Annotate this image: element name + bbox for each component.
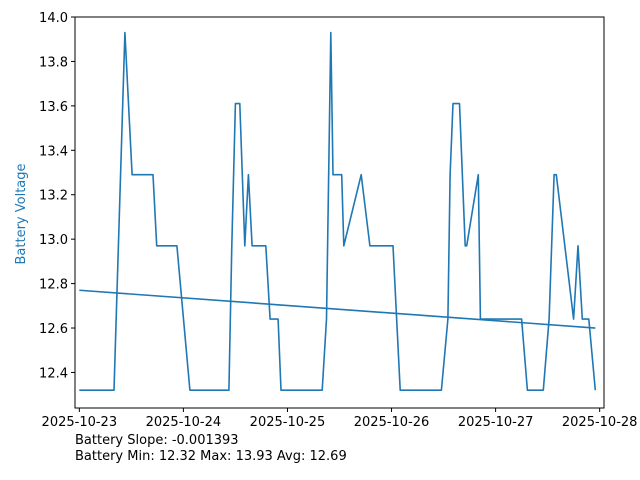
x-tick-label: 2025-10-25: [250, 415, 326, 430]
x-tick-label: 2025-10-24: [146, 415, 222, 430]
x-tick-label: 2025-10-28: [562, 415, 638, 430]
battery-voltage-line: [79, 31, 597, 392]
x-axis-ticks: 2025-10-23 2025-10-24 2025-10-25 2025-10-26…: [42, 408, 638, 430]
x-tick-label: 2025-10-26: [354, 415, 430, 430]
axes-frame: [74, 16, 605, 409]
y-tick-label: 12.4: [39, 366, 68, 381]
y-tick-label: 13.8: [39, 55, 68, 70]
battery-slope-text: Battery Slope: -0.001393: [75, 433, 239, 448]
y-tick-label: 12.6: [39, 322, 68, 337]
y-tick-label: 12.8: [39, 278, 68, 293]
x-tick-label: 2025-10-23: [42, 415, 118, 430]
y-axis-ticks: 12.4 12.6 12.8 13.0 13.2 13.4 13.6 13.8 14.0: [39, 11, 75, 381]
y-tick-label: 14.0: [39, 11, 68, 26]
y-tick-label: 13.6: [39, 100, 68, 115]
plot-area: [74, 16, 605, 409]
y-tick-label: 13.4: [39, 144, 68, 159]
battery-stats-text: Battery Min: 12.32 Max: 13.93 Avg: 12.69: [75, 449, 347, 464]
y-axis-label: Battery Voltage: [14, 163, 29, 264]
trend-line: [79, 289, 596, 329]
y-tick-label: 13.2: [39, 189, 68, 204]
x-tick-label: 2025-10-27: [458, 415, 534, 430]
y-tick-label: 13.0: [39, 233, 68, 248]
